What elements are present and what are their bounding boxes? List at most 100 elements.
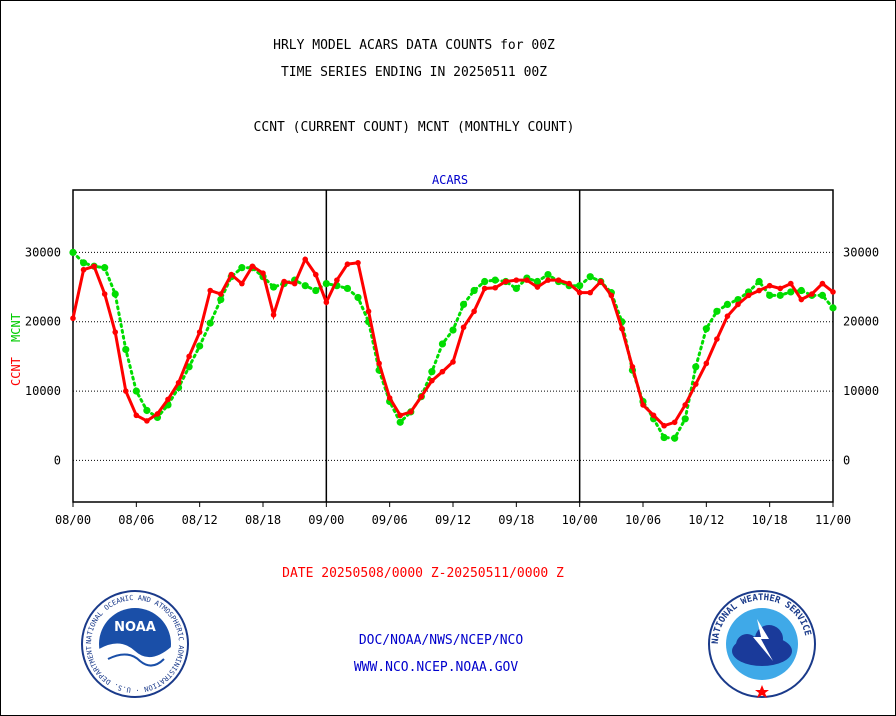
ccnt-point-66 (766, 282, 773, 289)
ccnt-point-35 (439, 368, 446, 375)
ylabel-ccnt: CCNT (9, 357, 23, 386)
ccnt-point-48 (576, 289, 583, 296)
mcnt-point-35 (438, 340, 447, 348)
ccnt-point-69 (798, 296, 805, 303)
y-tick-right-3: 30000 (843, 245, 879, 259)
mcnt-point-59 (692, 363, 700, 371)
x-tick-label-2: 08/12 (182, 513, 218, 527)
ccnt-point-40 (492, 284, 499, 291)
ccnt-point-41 (502, 278, 509, 285)
ccnt-point-18 (260, 270, 266, 277)
x-tick-label-12: 11/00 (815, 513, 851, 527)
ccnt-point-64 (745, 292, 752, 299)
ccnt-point-11 (186, 353, 192, 360)
ccnt-point-70 (809, 291, 815, 297)
ccnt-point-5 (122, 388, 129, 394)
x-tick-label-1: 08/06 (118, 513, 154, 527)
x-tick-label-3: 08/18 (245, 513, 281, 527)
mcnt-point-27 (354, 293, 362, 302)
ccnt-point-63 (735, 301, 741, 308)
mcnt-point-66 (766, 291, 774, 299)
ccnt-point-3 (101, 291, 108, 297)
ccnt-point-13 (207, 287, 214, 294)
mcnt-point-72 (829, 304, 837, 312)
ccnt-point-28 (365, 308, 372, 315)
x-tick-label-6: 09/12 (435, 513, 471, 527)
ccnt-point-45 (545, 277, 551, 283)
ccnt-point-38 (471, 308, 477, 315)
ccnt-point-4 (112, 329, 119, 335)
mcnt-point-65 (755, 277, 763, 286)
mcnt-point-67 (776, 291, 784, 299)
x-tick-label-4: 09/00 (308, 513, 344, 527)
noaa-logo-text: NOAA (114, 620, 156, 635)
mcnt-point-69 (797, 286, 805, 295)
ccnt-point-27 (355, 260, 361, 266)
ccnt-point-65 (756, 287, 762, 294)
ccnt-point-68 (787, 280, 794, 287)
mcnt-point-0 (69, 248, 77, 256)
ccnt-point-61 (714, 336, 720, 342)
ccnt-point-21 (291, 280, 298, 287)
ccnt-point-53 (629, 364, 636, 370)
mcnt-point-56 (660, 433, 668, 442)
x-axis-ticks: 08/00 08/06 08/12 08/18 09/00 09/06 09/12 09/18… (55, 502, 851, 527)
ccnt-point-42 (513, 277, 520, 283)
ccnt-point-6 (133, 412, 140, 419)
ccnt-point-23 (312, 271, 319, 278)
ccnt-point-17 (249, 263, 256, 270)
ccnt-point-26 (344, 261, 351, 267)
mcnt-point-71 (818, 291, 827, 299)
ylabel-mcnt: MCNT (9, 313, 23, 342)
x-tick-label-5: 09/06 (372, 513, 408, 527)
y-tick-right-2: 20000 (843, 315, 879, 329)
mcnt-point-7 (143, 406, 151, 415)
ccnt-point-24 (323, 299, 330, 306)
ccnt-point-8 (154, 411, 161, 417)
mcnt-point-34 (428, 368, 436, 376)
ccnt-point-50 (597, 278, 604, 285)
y-tick-left-1: 10000 (25, 384, 61, 398)
nws-star-icon (755, 685, 769, 698)
link-doc-noaa[interactable]: DOC/NOAA/NWS/NCEP/NCO (358, 633, 524, 648)
mcnt-point-45 (544, 270, 552, 279)
ccnt-point-32 (407, 409, 414, 415)
ccnt-point-49 (587, 289, 594, 296)
ccnt-point-1 (80, 266, 87, 273)
ccnt-point-54 (640, 402, 646, 408)
title-line-1: HRLY MODEL ACARS DATA COUNTS for 00Z (273, 38, 555, 53)
ccnt-point-22 (302, 256, 309, 263)
nws-logo: NATIONAL WEATHER SERVICE (708, 590, 816, 698)
y-tick-left-3: 30000 (25, 245, 61, 259)
x-tick-label-7: 09/18 (498, 513, 534, 527)
y-tick-right-0: 0 (843, 453, 850, 467)
mcnt-point-39 (481, 277, 489, 286)
noaa-logo: NATIONAL OCEANIC AND ATMOSPHERIC ADMINIS… (80, 589, 189, 698)
mcnt-point-58 (681, 415, 689, 423)
link-nco-website[interactable]: WWW.NCO.NCEP.NOAA.GOV (353, 660, 519, 675)
mcnt-point-12 (196, 342, 204, 350)
mcnt-point-13 (206, 319, 214, 327)
series-mcnt (69, 248, 837, 442)
ccnt-point-43 (524, 277, 530, 283)
x-tick-label-10: 10/12 (688, 513, 724, 527)
mcnt-point-44 (533, 277, 542, 286)
mcnt-point-37 (459, 300, 468, 308)
date-range-label: DATE 20250508/0000 Z-20250511/0000 Z (282, 566, 564, 581)
mcnt-point-68 (787, 288, 795, 296)
mcnt-point-31 (396, 418, 404, 426)
ccnt-point-29 (376, 360, 382, 367)
mcnt-point-24 (322, 280, 330, 288)
ccnt-point-34 (429, 377, 435, 384)
ccnt-point-67 (777, 285, 784, 292)
y-tick-right-1: 10000 (843, 384, 879, 398)
ccnt-point-2 (91, 263, 97, 270)
ccnt-point-46 (555, 277, 562, 283)
mcnt-point-22 (301, 282, 309, 290)
mcnt-point-3 (101, 264, 109, 272)
mcnt-point-4 (111, 290, 119, 298)
ccnt-point-19 (270, 312, 277, 318)
ccnt-point-56 (661, 422, 667, 429)
mcnt-point-5 (122, 345, 130, 354)
chart-title: ACARS (432, 173, 468, 187)
